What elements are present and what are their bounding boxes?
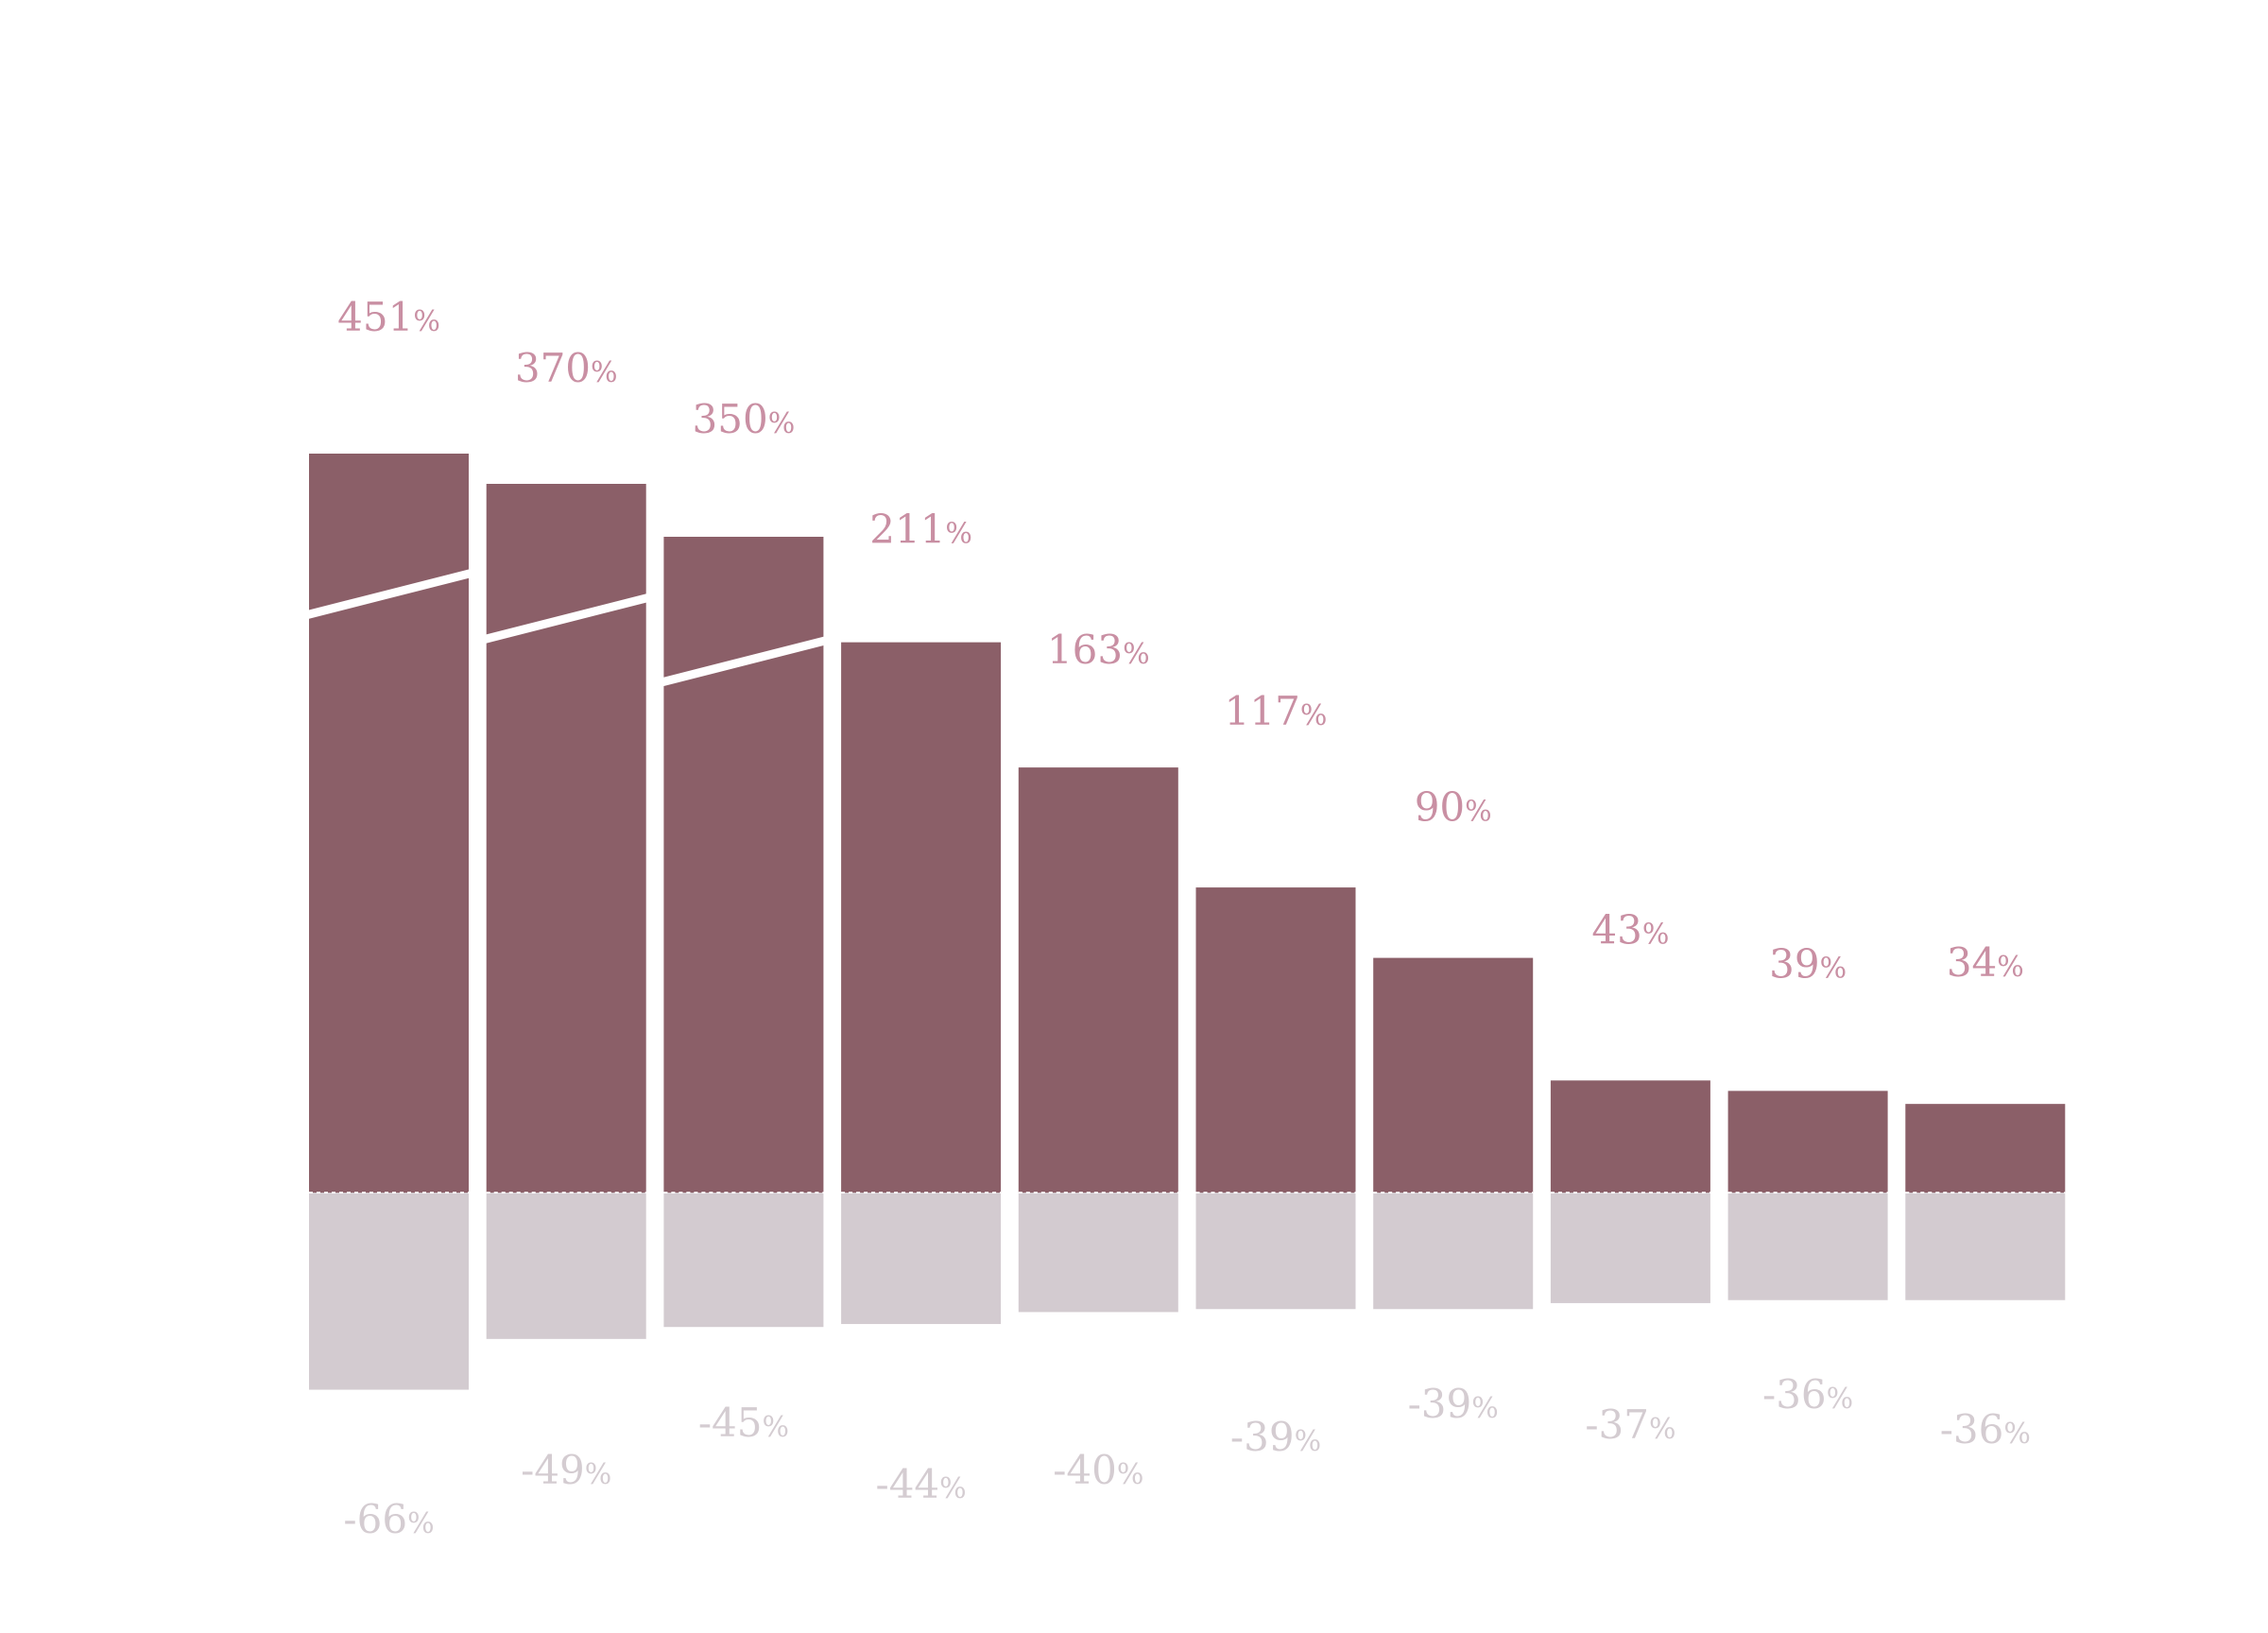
negative-label-9-unit: % [1827, 1383, 1854, 1416]
negative-bar-9 [1727, 1193, 1888, 1300]
positive-label-1-unit: % [413, 305, 440, 338]
negative-bar-8 [1550, 1193, 1710, 1303]
negative-label-10-value: -36 [1940, 1406, 2004, 1453]
positive-label-9-value: 39 [1769, 940, 1819, 987]
positive-bar-1 [309, 454, 469, 1193]
negative-label-7: -39% [1408, 1381, 1499, 1427]
negative-label-2: -49% [521, 1447, 611, 1493]
positive-bar-7 [1373, 957, 1534, 1193]
negative-label-9-value: -36 [1762, 1371, 1827, 1418]
bar-break-2 [483, 593, 649, 644]
negative-label-6-unit: % [1295, 1425, 1322, 1458]
positive-label-8-value: 43 [1591, 906, 1641, 953]
positive-bar-5 [1018, 767, 1178, 1193]
positive-label-5: 163% [1047, 627, 1150, 673]
negative-label-5: -40% [1053, 1447, 1143, 1493]
negative-bar-2 [486, 1193, 646, 1339]
positive-label-10: 34% [1947, 939, 2024, 986]
positive-label-5-value: 163 [1047, 627, 1123, 673]
negative-label-7-value: -39 [1408, 1381, 1472, 1427]
negative-bar-4 [841, 1193, 1002, 1325]
positive-bar-4 [841, 642, 1002, 1193]
positive-label-8-unit: % [1642, 918, 1670, 951]
negative-label-8-unit: % [1649, 1413, 1676, 1446]
negative-label-3: -45% [698, 1400, 789, 1446]
positive-label-10-unit: % [1997, 951, 2024, 984]
positive-label-7: 90% [1415, 784, 1492, 831]
positive-bar-3 [663, 537, 824, 1193]
negative-label-10-unit: % [2003, 1418, 2031, 1451]
positive-label-6-unit: % [1300, 699, 1328, 732]
negative-label-2-value: -49 [521, 1447, 585, 1493]
positive-label-1-value: 451 [337, 294, 413, 340]
positive-label-5-unit: % [1123, 638, 1150, 671]
negative-label-9: -36% [1762, 1371, 1853, 1418]
positive-label-4-value: 211 [869, 507, 945, 553]
negative-label-3-unit: % [762, 1411, 789, 1444]
negative-label-8-value: -37 [1585, 1401, 1649, 1448]
positive-label-9: 39% [1769, 940, 1847, 987]
negative-label-5-unit: % [1117, 1458, 1144, 1491]
positive-bar-9 [1727, 1091, 1888, 1193]
negative-label-4-unit: % [939, 1472, 967, 1505]
positive-label-2-value: 370 [515, 345, 591, 391]
positive-label-9-unit: % [1820, 952, 1847, 985]
negative-bar-5 [1018, 1193, 1178, 1313]
positive-label-7-value: 90 [1415, 784, 1465, 831]
positive-bar-8 [1550, 1080, 1710, 1193]
negative-label-3-value: -45 [698, 1400, 763, 1446]
positive-label-6: 117% [1225, 688, 1328, 734]
positive-label-4: 211% [869, 507, 972, 553]
positive-label-2: 370% [515, 345, 618, 391]
negative-label-4-value: -44 [876, 1461, 940, 1507]
positive-label-3-value: 350 [693, 396, 768, 442]
positive-label-3-unit: % [768, 407, 796, 440]
positive-label-6-value: 117 [1225, 688, 1300, 734]
negative-label-1-unit: % [407, 1507, 435, 1540]
positive-label-3: 350% [693, 396, 796, 442]
positive-bar-2 [486, 484, 646, 1193]
positive-label-4-unit: % [945, 518, 972, 551]
negative-label-6: -39% [1230, 1414, 1321, 1460]
bar-break-3 [661, 636, 827, 687]
positive-label-2-unit: % [591, 356, 618, 389]
negative-label-7-unit: % [1471, 1392, 1499, 1425]
negative-bar-6 [1195, 1193, 1356, 1310]
positive-bar-6 [1195, 887, 1356, 1193]
negative-label-5-value: -40 [1053, 1447, 1117, 1493]
bar-break-1 [305, 569, 472, 619]
negative-label-1-value: -66 [343, 1496, 407, 1542]
negative-bar-7 [1373, 1193, 1534, 1310]
negative-label-4: -44% [876, 1461, 967, 1507]
negative-label-1: -66% [343, 1496, 434, 1542]
positive-label-8: 43% [1591, 906, 1669, 953]
negative-label-2-unit: % [585, 1458, 612, 1491]
negative-label-10: -36% [1940, 1406, 2031, 1453]
negative-label-8: -37% [1585, 1401, 1675, 1448]
negative-bar-10 [1905, 1193, 2066, 1300]
positive-label-7-unit: % [1465, 796, 1492, 829]
negative-bar-3 [663, 1193, 824, 1328]
positive-label-1: 451% [337, 294, 440, 340]
negative-label-6-value: -39 [1230, 1414, 1295, 1460]
negative-bar-1 [309, 1193, 469, 1390]
positive-label-10-value: 34 [1947, 939, 1997, 986]
positive-bar-10 [1905, 1104, 2066, 1193]
